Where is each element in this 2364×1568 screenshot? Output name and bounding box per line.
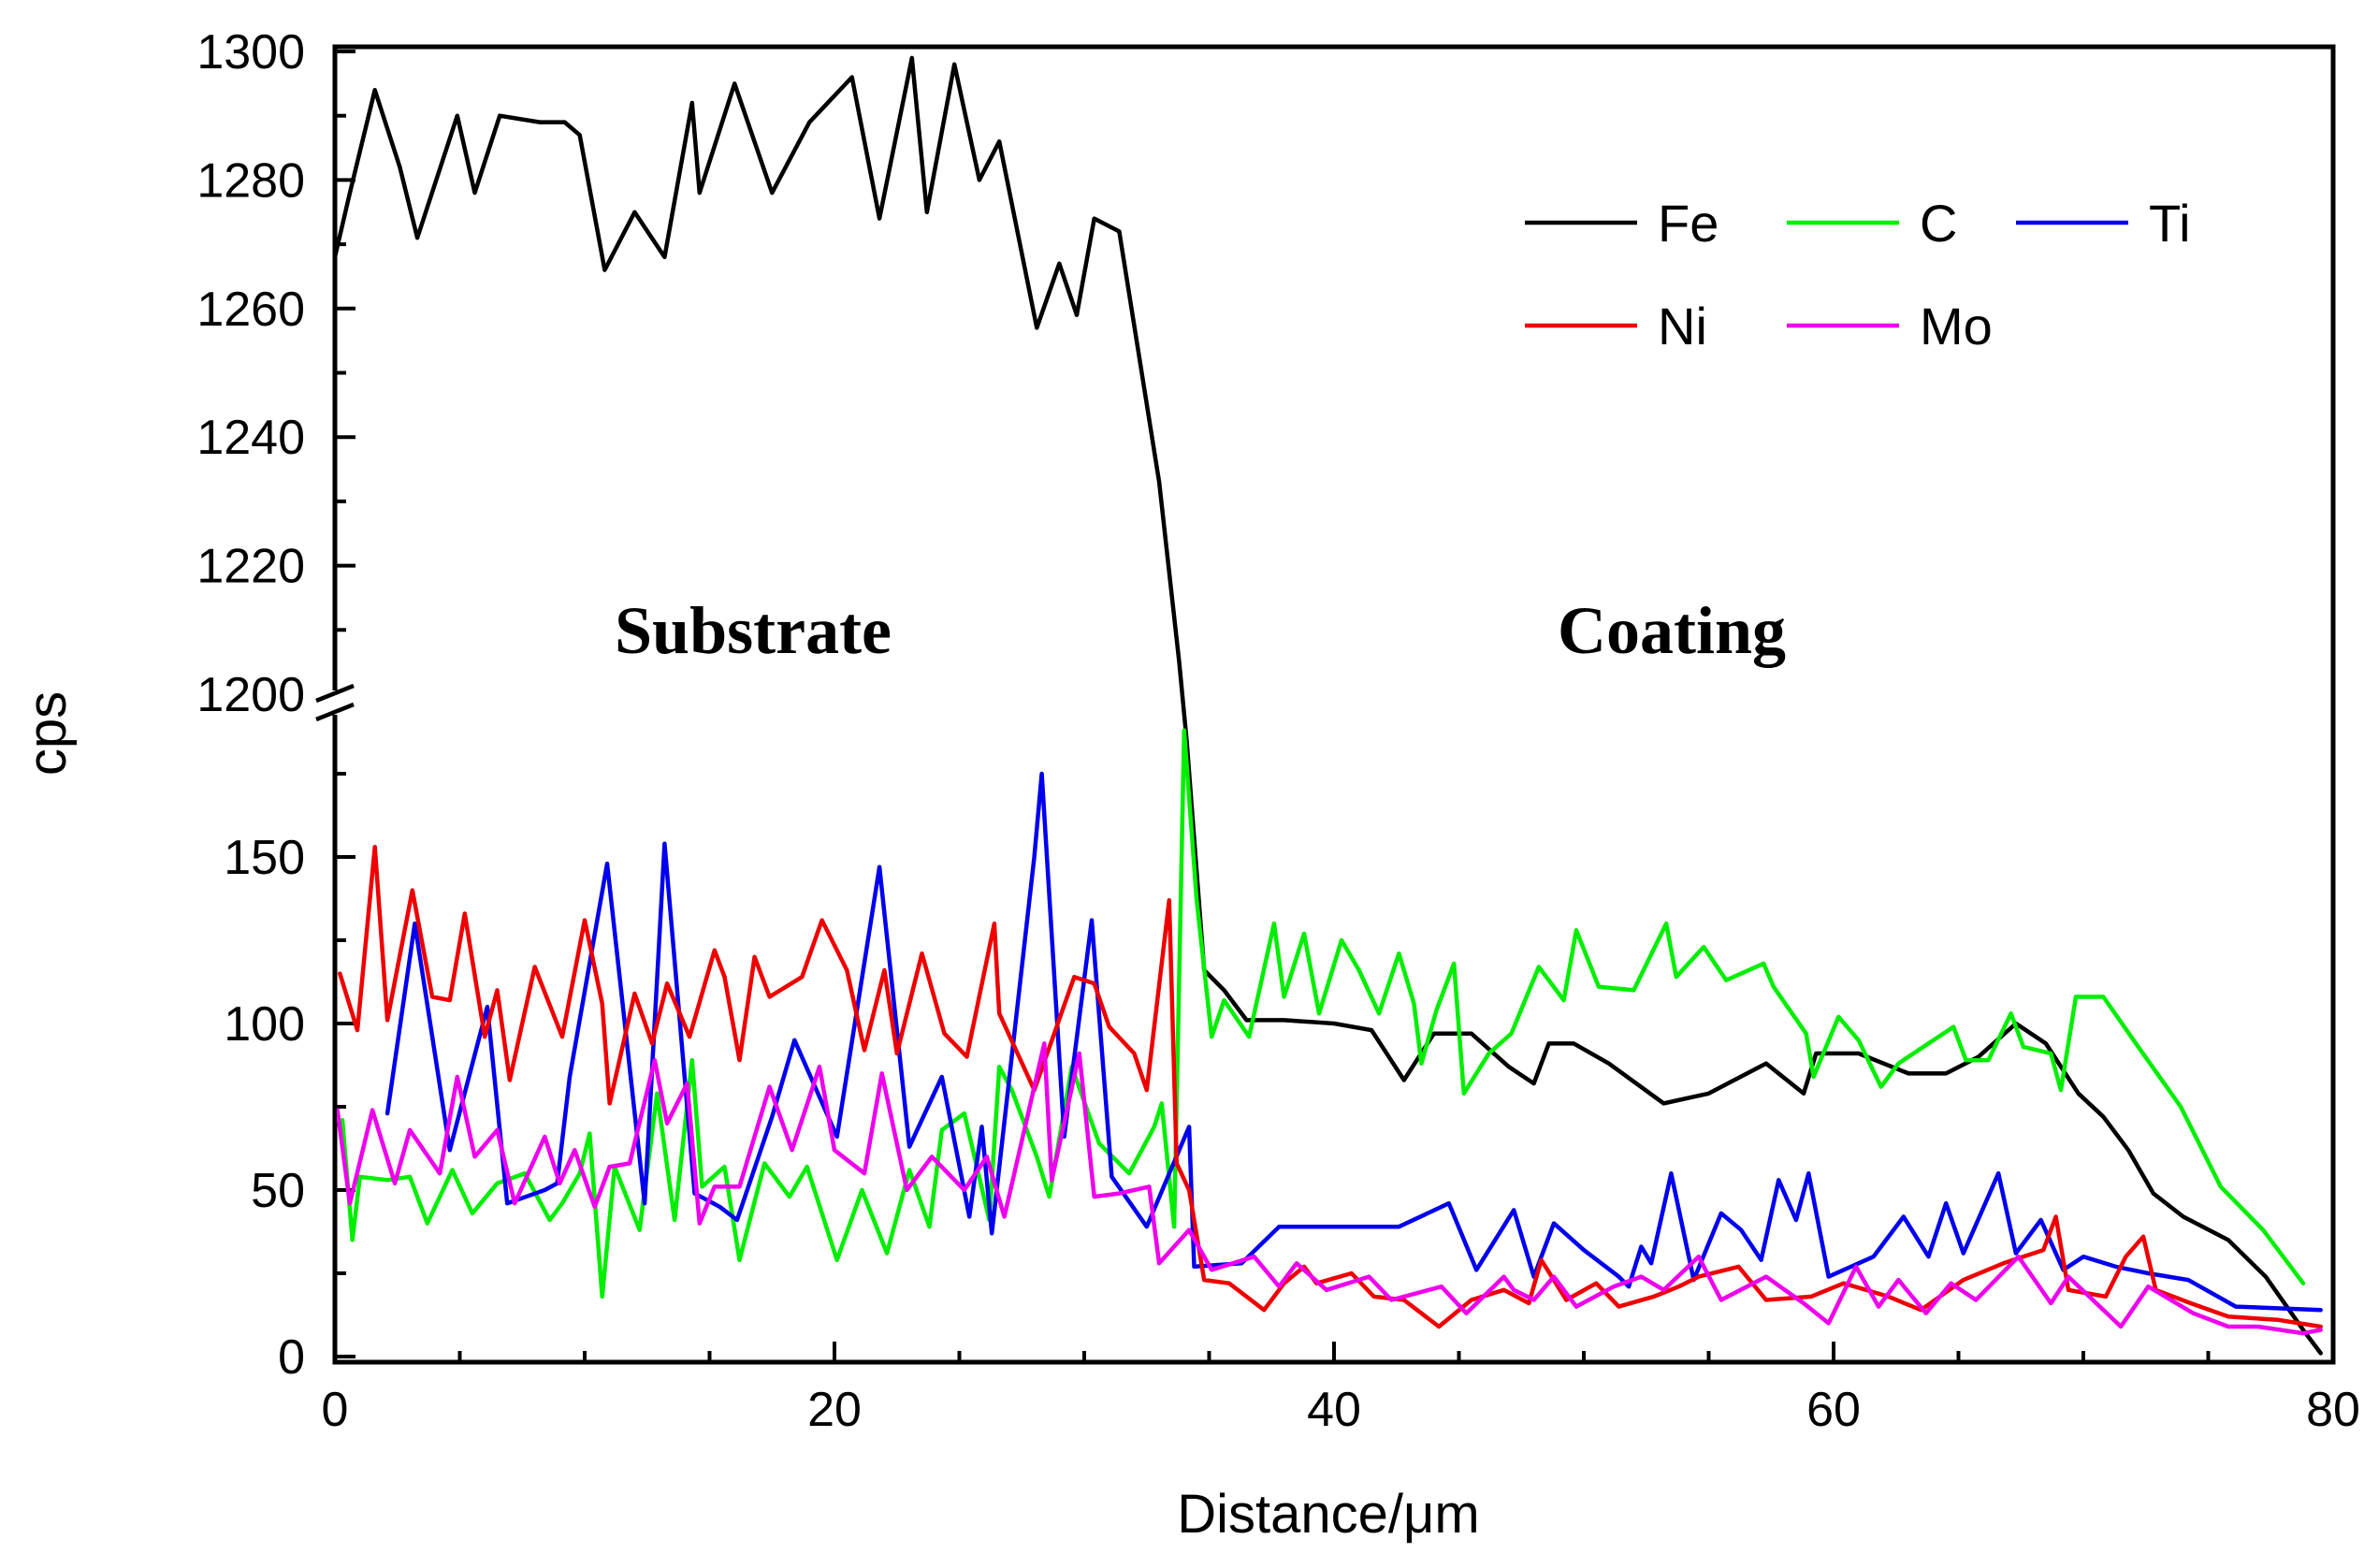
- y-tick-label: 100: [224, 997, 305, 1052]
- x-tick-label: 80: [2306, 1383, 2360, 1437]
- y-tick-label: 1220: [196, 540, 305, 594]
- y-tick-label: 1240: [196, 411, 305, 465]
- series-line-mo: [337, 1041, 2323, 1336]
- x-tick-label: 0: [322, 1383, 349, 1437]
- series-group: [337, 55, 2323, 1356]
- legend: Fe C Ti Ni Mo: [1525, 194, 2191, 356]
- legend-label-c: C: [1920, 194, 1957, 253]
- series-line-ti: [384, 771, 2323, 1313]
- y-tick-label: 150: [224, 831, 305, 885]
- x-axis-title: Distance/μm: [1177, 1484, 1480, 1545]
- annotation-substrate: Substrate: [615, 593, 892, 668]
- plot-frame: [332, 44, 2336, 1365]
- y-axis-ticks-lower: 0 50 100 150: [224, 772, 355, 1385]
- y-tick-label: 1280: [196, 153, 305, 208]
- y-axis-break-marker: [309, 683, 361, 722]
- y-tick-label: 0: [278, 1330, 305, 1385]
- legend-label-ni: Ni: [1658, 297, 1707, 356]
- annotation-coating: Coating: [1558, 593, 1786, 668]
- x-axis-ticks: 0 20 40 60 80: [322, 1342, 2360, 1437]
- y-axis-title: cps: [17, 691, 78, 776]
- y-tick-label: 1260: [196, 283, 305, 337]
- x-tick-label: 40: [1307, 1383, 1361, 1437]
- y-tick-label: 50: [251, 1164, 305, 1218]
- y-tick-label: 1200: [196, 668, 305, 722]
- y-axis-ticks-upper: 1200 1220 1240 1260 1280 1300: [196, 25, 355, 722]
- legend-label-mo: Mo: [1920, 297, 1993, 356]
- y-tick-label: 1300: [196, 25, 305, 80]
- x-tick-label: 60: [1806, 1383, 1861, 1437]
- legend-label-fe: Fe: [1658, 194, 1719, 253]
- series-line-ni: [338, 845, 2323, 1329]
- legend-label-ti: Ti: [2149, 194, 2191, 253]
- series-line-c: [340, 728, 2306, 1299]
- x-tick-label: 20: [807, 1383, 862, 1437]
